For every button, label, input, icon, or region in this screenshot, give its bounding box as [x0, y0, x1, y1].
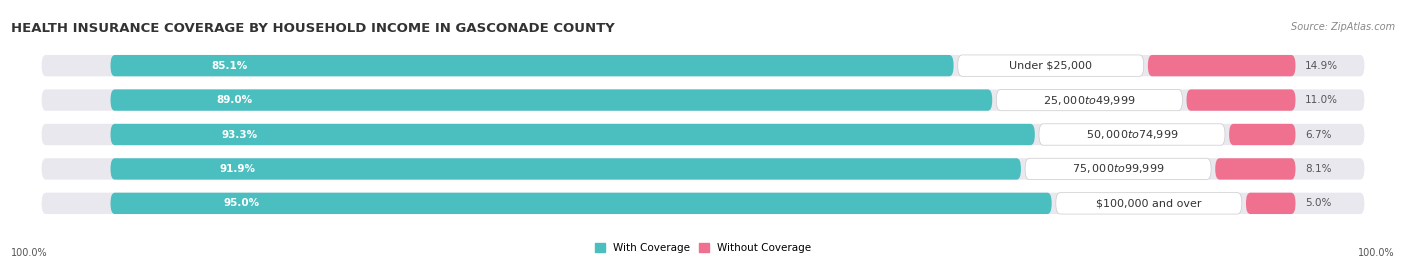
Text: 14.9%: 14.9%	[1305, 61, 1339, 71]
FancyBboxPatch shape	[997, 89, 1182, 111]
Text: 93.3%: 93.3%	[221, 129, 257, 140]
Text: 11.0%: 11.0%	[1305, 95, 1339, 105]
Text: 100.0%: 100.0%	[11, 248, 48, 258]
Text: 6.7%: 6.7%	[1305, 129, 1331, 140]
Text: $50,000 to $74,999: $50,000 to $74,999	[1085, 128, 1178, 141]
FancyBboxPatch shape	[1187, 89, 1295, 111]
FancyBboxPatch shape	[957, 55, 1143, 76]
FancyBboxPatch shape	[1147, 55, 1295, 76]
Text: 95.0%: 95.0%	[224, 198, 260, 208]
FancyBboxPatch shape	[1229, 124, 1295, 145]
FancyBboxPatch shape	[42, 158, 1364, 180]
Text: Source: ZipAtlas.com: Source: ZipAtlas.com	[1291, 22, 1395, 31]
FancyBboxPatch shape	[1215, 158, 1295, 180]
FancyBboxPatch shape	[111, 55, 953, 76]
FancyBboxPatch shape	[42, 89, 1364, 111]
FancyBboxPatch shape	[111, 158, 1021, 180]
FancyBboxPatch shape	[1039, 124, 1225, 145]
Text: 8.1%: 8.1%	[1305, 164, 1331, 174]
Text: 85.1%: 85.1%	[212, 61, 247, 71]
FancyBboxPatch shape	[111, 193, 1052, 214]
FancyBboxPatch shape	[42, 124, 1364, 145]
Text: HEALTH INSURANCE COVERAGE BY HOUSEHOLD INCOME IN GASCONADE COUNTY: HEALTH INSURANCE COVERAGE BY HOUSEHOLD I…	[11, 22, 614, 34]
Text: 5.0%: 5.0%	[1305, 198, 1331, 208]
Text: $75,000 to $99,999: $75,000 to $99,999	[1071, 162, 1164, 175]
Text: Under $25,000: Under $25,000	[1010, 61, 1092, 71]
FancyBboxPatch shape	[111, 124, 1035, 145]
FancyBboxPatch shape	[1246, 193, 1295, 214]
Text: $100,000 and over: $100,000 and over	[1097, 198, 1202, 208]
Text: 100.0%: 100.0%	[1358, 248, 1395, 258]
FancyBboxPatch shape	[111, 89, 993, 111]
Text: 89.0%: 89.0%	[217, 95, 253, 105]
FancyBboxPatch shape	[42, 55, 1364, 76]
FancyBboxPatch shape	[42, 193, 1364, 214]
Legend: With Coverage, Without Coverage: With Coverage, Without Coverage	[595, 243, 811, 253]
FancyBboxPatch shape	[1025, 158, 1211, 180]
Text: $25,000 to $49,999: $25,000 to $49,999	[1043, 94, 1136, 107]
FancyBboxPatch shape	[1056, 193, 1241, 214]
Text: 91.9%: 91.9%	[219, 164, 256, 174]
